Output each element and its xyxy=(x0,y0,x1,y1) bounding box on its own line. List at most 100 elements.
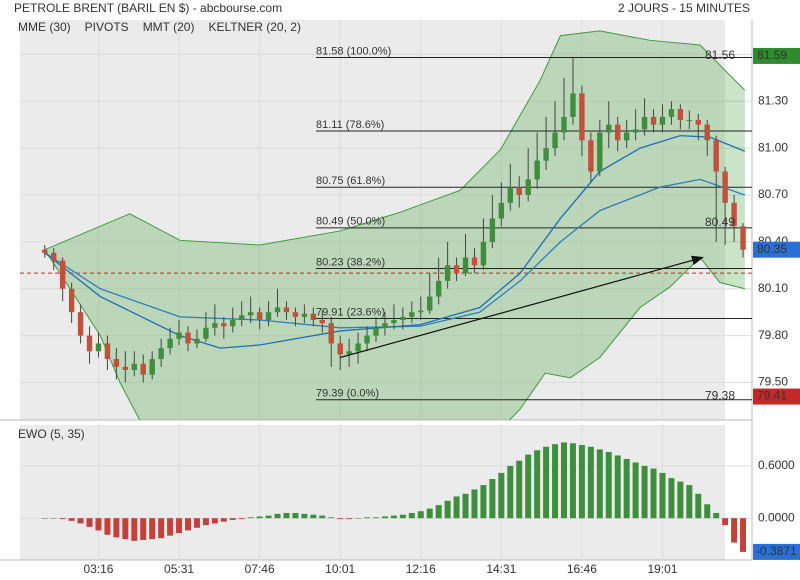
ewo-bar xyxy=(516,460,523,519)
price-tag xyxy=(753,241,800,258)
candle-body xyxy=(265,312,272,320)
candle-body xyxy=(104,343,111,360)
ewo-bar xyxy=(534,450,541,519)
ewo-bar xyxy=(140,518,147,540)
ewo-bar xyxy=(552,444,559,519)
candle-body xyxy=(59,260,66,289)
price-tag-label: 79.41 xyxy=(757,389,787,403)
price-note: 79.38 xyxy=(705,388,735,402)
ewo-bar xyxy=(59,518,66,520)
ewo-bar xyxy=(596,449,603,519)
ewo-bar xyxy=(68,518,75,521)
legend-item: MME (30) xyxy=(18,20,71,34)
candle-body xyxy=(471,257,478,266)
ewo-bar xyxy=(310,514,317,519)
candle-body xyxy=(561,116,567,133)
ewo-bar xyxy=(453,496,460,519)
candle-body xyxy=(301,313,308,317)
candle-body xyxy=(230,320,236,327)
ewo-bar xyxy=(131,518,138,541)
candle-body xyxy=(77,312,84,336)
ewo-bar xyxy=(525,454,532,519)
candle-body xyxy=(131,363,137,370)
candle-body xyxy=(480,241,487,266)
candle-body xyxy=(731,202,737,227)
candle-body xyxy=(113,359,120,367)
ewo-bar xyxy=(498,472,505,519)
fibonacci-label: 80.23 (38.2%) xyxy=(316,256,385,268)
candle-body xyxy=(597,132,603,172)
x-tick-label: 07:46 xyxy=(245,562,275,576)
ewo-bar xyxy=(149,518,156,540)
candle-body xyxy=(444,265,451,281)
ewo-bar xyxy=(292,512,299,519)
candle-body xyxy=(310,313,317,320)
candle-body xyxy=(176,332,182,339)
candle-body xyxy=(641,116,648,130)
ewo-bar xyxy=(364,517,371,519)
ewo-bar xyxy=(337,518,344,520)
keltner-fill xyxy=(44,30,745,420)
candle-body xyxy=(704,124,710,141)
y-tick-label: 80.10 xyxy=(758,281,788,295)
candle-body xyxy=(489,218,496,242)
candle-body xyxy=(453,265,460,274)
candle-body xyxy=(632,129,639,133)
fibonacci-label: 79.39 (0.0%) xyxy=(316,388,379,400)
ewo-bar xyxy=(740,518,747,552)
ewo-bar xyxy=(399,514,406,519)
candle-body xyxy=(722,171,728,203)
candle-body xyxy=(158,348,164,360)
y-tick-label: 81.00 xyxy=(758,140,788,154)
y-tick-label: 79.80 xyxy=(758,328,788,342)
candle-body xyxy=(677,109,684,120)
ewo-bar xyxy=(677,481,684,519)
candle-body xyxy=(525,179,531,195)
ewo-bar xyxy=(50,518,57,519)
candle-body xyxy=(346,351,352,355)
ewo-bar xyxy=(122,518,129,540)
ewo-bar xyxy=(471,489,478,519)
candle-body xyxy=(534,160,540,180)
candle-body xyxy=(122,366,129,370)
ewo-bar xyxy=(167,518,174,536)
candle-body xyxy=(570,93,576,117)
candle-body xyxy=(203,327,209,339)
ewo-bar xyxy=(185,518,191,531)
ewo-bar xyxy=(104,518,111,535)
price-tag xyxy=(753,47,800,64)
candle-body xyxy=(319,320,325,324)
mmt-line xyxy=(44,134,746,349)
candle-body xyxy=(391,320,397,324)
ewo-bar xyxy=(113,518,120,538)
y-tick-label: 81.30 xyxy=(758,93,788,107)
ewo-bar xyxy=(435,505,442,519)
ewo-bar xyxy=(695,493,702,519)
ewo-title: EWO (5, 35) xyxy=(18,427,85,441)
candle-body xyxy=(212,323,218,328)
ewo-bar xyxy=(41,518,48,519)
y-tick-label: 0.0000 xyxy=(758,510,795,524)
ewo-tag xyxy=(753,543,800,560)
overlay: 79.5079.8080.1080.4080.7081.0081.3081.60… xyxy=(18,20,800,576)
chart-subtitle: 2 JOURS - 15 MINUTES xyxy=(618,1,750,15)
x-tick-label: 10:01 xyxy=(325,562,355,576)
ewo-bar xyxy=(659,472,666,519)
legend-item: KELTNER (20, 2) xyxy=(208,20,300,34)
ewo-bar xyxy=(417,511,424,519)
candle-body xyxy=(623,132,630,141)
candle-body xyxy=(247,312,254,316)
candle-body xyxy=(140,363,146,375)
candle-body xyxy=(149,359,155,375)
ewo-bar xyxy=(355,518,362,519)
ewo-bar xyxy=(319,515,326,519)
candle-body xyxy=(373,327,379,336)
ewo-bar xyxy=(641,465,648,519)
candle-body xyxy=(42,249,48,253)
ewo-bar xyxy=(614,455,621,519)
x-tick-label: 12:16 xyxy=(406,562,436,576)
ewo-bar xyxy=(274,513,281,519)
candle-body xyxy=(283,307,290,313)
ewo-bar xyxy=(256,516,263,519)
ewo-panel xyxy=(20,425,752,560)
